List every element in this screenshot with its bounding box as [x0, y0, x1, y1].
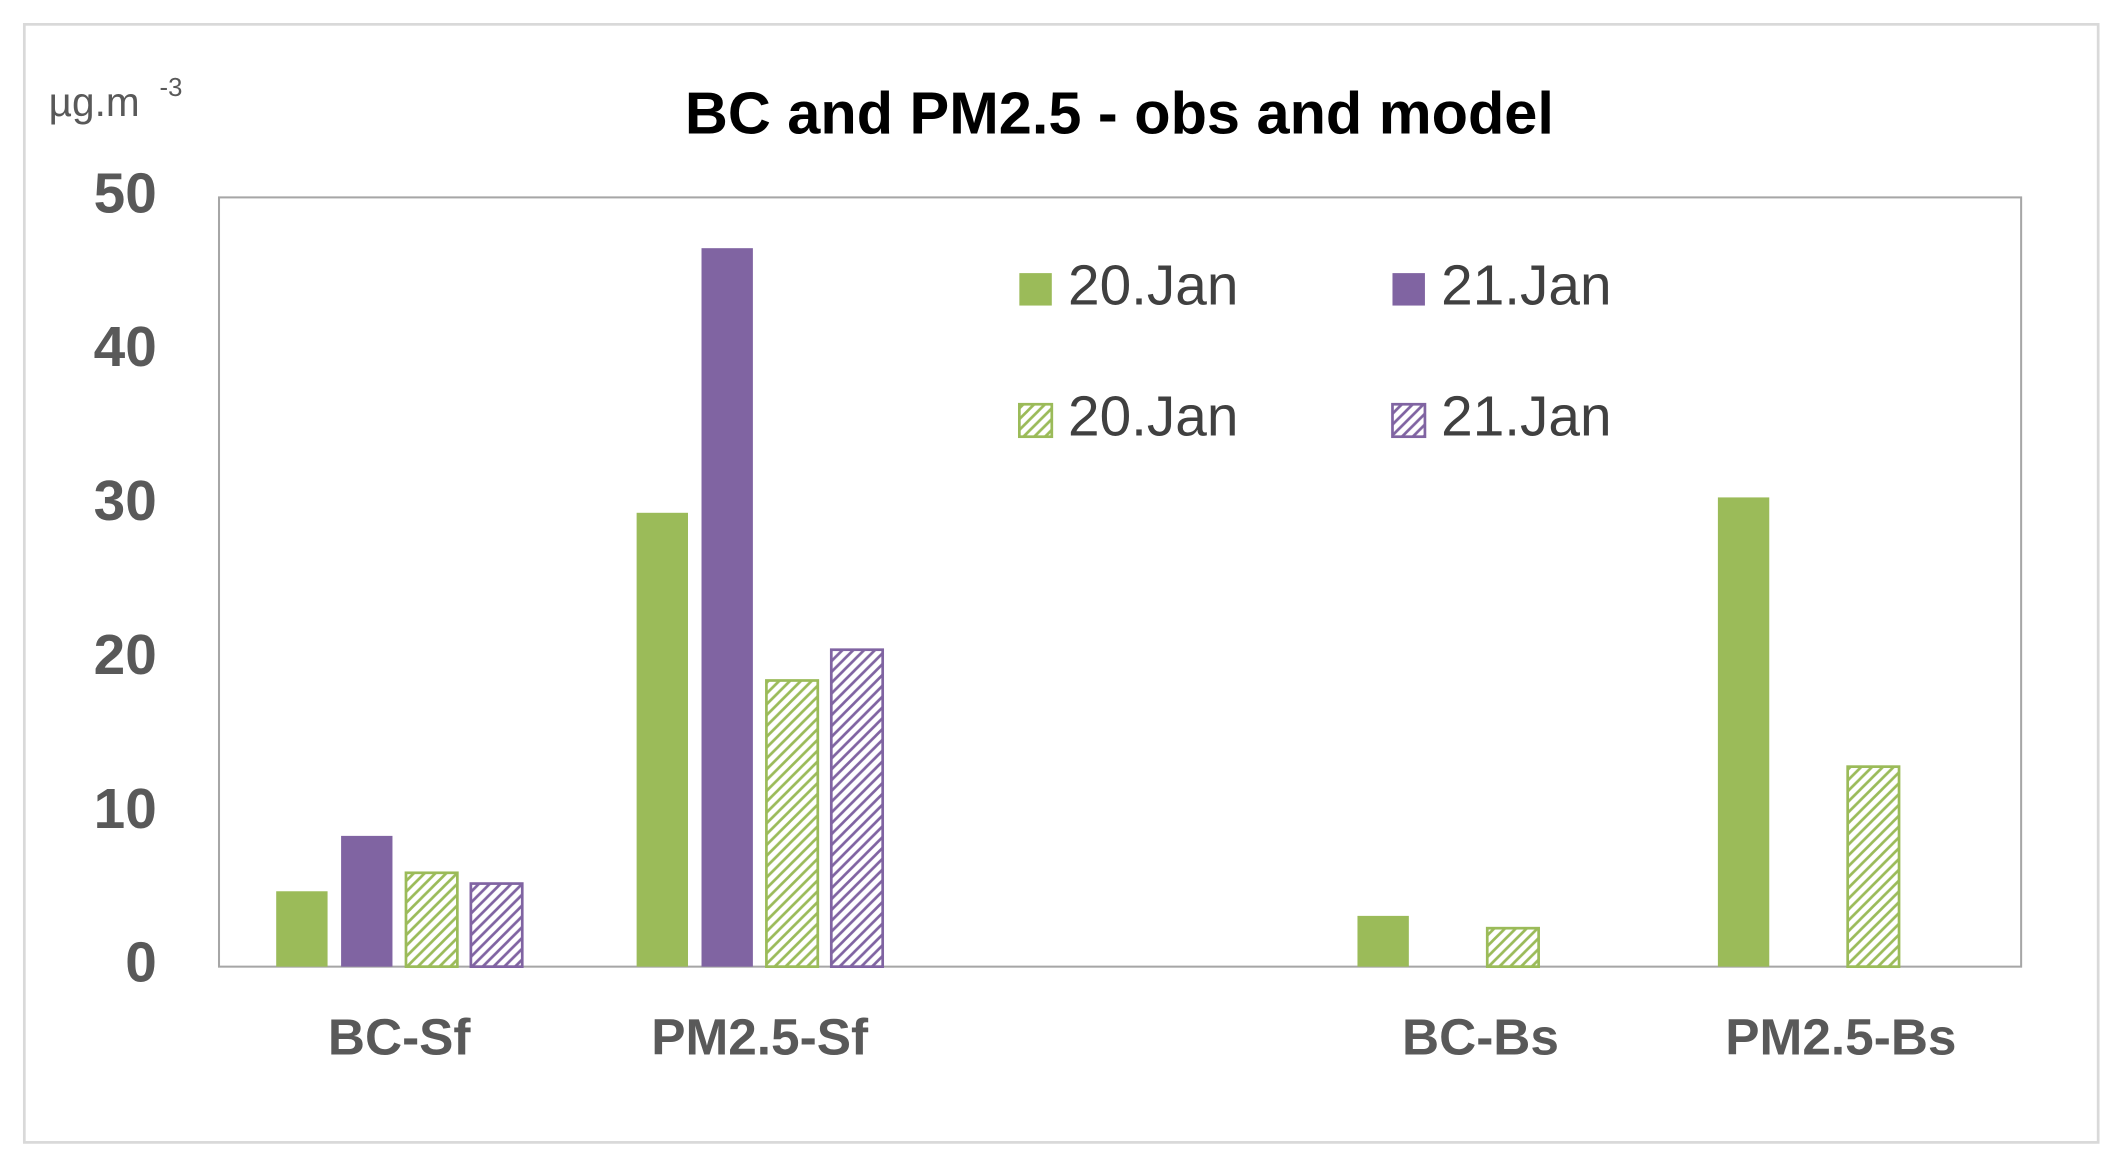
chart-border [22, 23, 2100, 1144]
y-tick-label: 10 [94, 778, 157, 841]
legend-swatch [1391, 402, 1427, 439]
bar [1357, 915, 1409, 967]
legend-label: 20.Jan [1068, 385, 1238, 448]
y-tick-label: 50 [94, 162, 157, 225]
bar [1485, 926, 1540, 969]
bar [1846, 765, 1901, 969]
bar [341, 835, 393, 967]
bar [1717, 497, 1770, 967]
bar [829, 648, 885, 969]
y-tick-label: 30 [94, 470, 157, 533]
chart-title: BC and PM2.5 - obs and model [685, 79, 1554, 146]
x-tick-label: PM2.5-Sf [651, 1008, 869, 1066]
y-tick-label: 20 [94, 624, 157, 687]
x-tick-label: BC-Bs [1402, 1008, 1559, 1066]
legend-label: 20.Jan [1068, 254, 1238, 317]
bar [276, 891, 328, 967]
legend-swatch [1017, 402, 1054, 439]
legend-swatch [1392, 273, 1425, 306]
legend-label: 21.Jan [1441, 385, 1611, 448]
bar [636, 512, 688, 967]
legend-label: 21.Jan [1441, 254, 1611, 317]
bar [765, 679, 820, 969]
unit-label: µg.m [49, 79, 140, 125]
legend-swatch [1019, 273, 1052, 306]
x-tick-label: BC-Sf [328, 1008, 472, 1066]
bar [701, 248, 753, 967]
bar [469, 882, 524, 969]
plot-frame [217, 196, 2023, 968]
y-tick-label: 40 [94, 316, 157, 379]
bar [404, 871, 459, 969]
unit-exponent: -3 [160, 74, 183, 102]
x-tick-label: PM2.5-Bs [1725, 1008, 1956, 1066]
y-tick-label: 0 [125, 932, 157, 995]
